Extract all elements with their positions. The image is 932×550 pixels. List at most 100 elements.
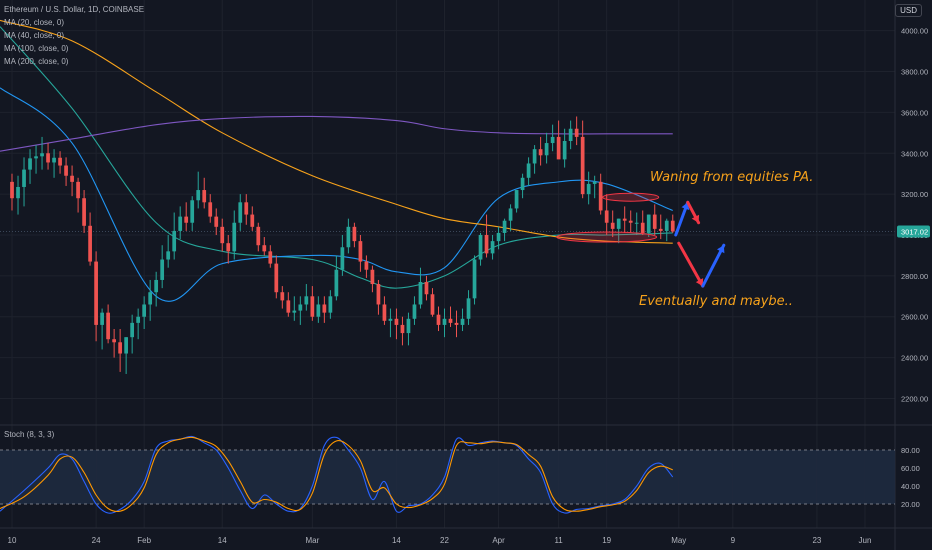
candle-body bbox=[334, 269, 339, 297]
candle bbox=[460, 308, 465, 332]
candle-body bbox=[526, 163, 531, 178]
candle bbox=[556, 120, 561, 160]
down-arrow-small bbox=[686, 200, 701, 225]
candle-body bbox=[160, 259, 165, 280]
candle-body bbox=[574, 128, 579, 137]
ma200-legend[interactable]: MA (200, close, 0) bbox=[4, 57, 69, 66]
candle-body bbox=[520, 177, 525, 191]
candle-body bbox=[154, 279, 159, 293]
candle bbox=[592, 175, 597, 199]
price-tick-label: 3200.00 bbox=[901, 190, 928, 199]
candle-body bbox=[556, 136, 561, 160]
candle-body bbox=[472, 259, 477, 299]
candle-body bbox=[466, 298, 471, 319]
candle-body bbox=[382, 304, 387, 321]
candle bbox=[136, 308, 141, 340]
candle bbox=[466, 290, 471, 325]
candle-body bbox=[586, 183, 591, 195]
candle bbox=[616, 218, 621, 244]
candle-body bbox=[112, 339, 116, 343]
candle-body bbox=[514, 190, 519, 209]
candle bbox=[640, 210, 645, 235]
candle-body bbox=[178, 216, 183, 231]
candle-body bbox=[316, 304, 321, 317]
candle-body bbox=[328, 296, 333, 313]
candle-body bbox=[658, 228, 663, 231]
candle bbox=[394, 308, 399, 340]
candle-body bbox=[490, 241, 495, 254]
candle bbox=[370, 265, 375, 293]
candle-body bbox=[550, 136, 555, 144]
candle bbox=[550, 124, 555, 152]
stoch-legend[interactable]: Stoch (8, 3, 3) bbox=[4, 430, 55, 439]
candle-body bbox=[604, 210, 609, 223]
candle-body bbox=[418, 282, 423, 305]
candle-body bbox=[430, 294, 435, 315]
candle bbox=[40, 136, 44, 170]
candle bbox=[178, 206, 183, 240]
candle-body bbox=[502, 220, 507, 233]
candle-body bbox=[370, 269, 375, 285]
candle-body bbox=[322, 304, 327, 313]
candle bbox=[436, 306, 441, 332]
annotation-top-text: Waning from equities PA. bbox=[650, 170, 813, 185]
candle bbox=[208, 194, 213, 223]
candle bbox=[622, 206, 627, 233]
candle bbox=[226, 235, 231, 264]
candle bbox=[94, 251, 98, 342]
candle bbox=[454, 310, 459, 338]
up-arrow-large-shaft bbox=[701, 243, 726, 288]
candle-body bbox=[34, 156, 38, 159]
candle-body bbox=[436, 314, 441, 325]
candle-body bbox=[88, 225, 92, 262]
candle bbox=[520, 173, 525, 199]
candle-body bbox=[22, 169, 26, 187]
candle bbox=[346, 218, 351, 254]
symbol-title[interactable]: Ethereum / U.S. Dollar, 1D, COINBASE bbox=[4, 5, 145, 14]
candle bbox=[598, 173, 603, 215]
candle bbox=[268, 245, 273, 268]
candle-body bbox=[64, 165, 68, 176]
ma20-legend[interactable]: MA (20, close, 0) bbox=[4, 18, 65, 27]
time-tick-label: 23 bbox=[812, 536, 821, 545]
candle-body bbox=[262, 245, 267, 252]
candle-body bbox=[136, 316, 141, 323]
stoch-tick-label: 20.00 bbox=[901, 500, 920, 509]
candle-body bbox=[634, 222, 639, 224]
candle bbox=[76, 177, 80, 213]
currency-button[interactable]: USD bbox=[895, 4, 922, 17]
candle bbox=[166, 235, 171, 268]
candle bbox=[196, 171, 201, 209]
support-ellipse bbox=[556, 231, 658, 243]
candle bbox=[544, 132, 549, 164]
candle-body bbox=[538, 149, 543, 156]
candle-body bbox=[304, 296, 309, 305]
candle bbox=[124, 337, 129, 374]
candle-body bbox=[460, 318, 465, 325]
candle bbox=[646, 214, 651, 238]
candle-body bbox=[358, 241, 363, 262]
candle-body bbox=[58, 157, 62, 166]
candle-body bbox=[286, 300, 291, 313]
time-tick-label: Jun bbox=[859, 536, 872, 545]
candle-body bbox=[652, 214, 657, 229]
candle bbox=[580, 120, 585, 199]
candle bbox=[352, 222, 357, 248]
annotations: Waning from equities PA. Eventually and m… bbox=[556, 170, 813, 309]
candle bbox=[562, 128, 567, 168]
candle bbox=[478, 232, 483, 266]
candle-body bbox=[646, 214, 651, 233]
candle-body bbox=[346, 226, 351, 248]
ma100-legend[interactable]: MA (100, close, 0) bbox=[4, 44, 69, 53]
candle bbox=[388, 308, 393, 338]
candle bbox=[220, 218, 225, 252]
candle bbox=[310, 286, 315, 321]
ma40-legend[interactable]: MA (40, close, 0) bbox=[4, 31, 65, 40]
annotation-bottom-text: Eventually and maybe.. bbox=[639, 294, 793, 309]
candle bbox=[244, 194, 249, 225]
candle bbox=[418, 267, 423, 309]
candle-body bbox=[292, 310, 297, 313]
stoch-tick-label: 60.00 bbox=[901, 464, 920, 473]
candle-body bbox=[478, 235, 483, 260]
